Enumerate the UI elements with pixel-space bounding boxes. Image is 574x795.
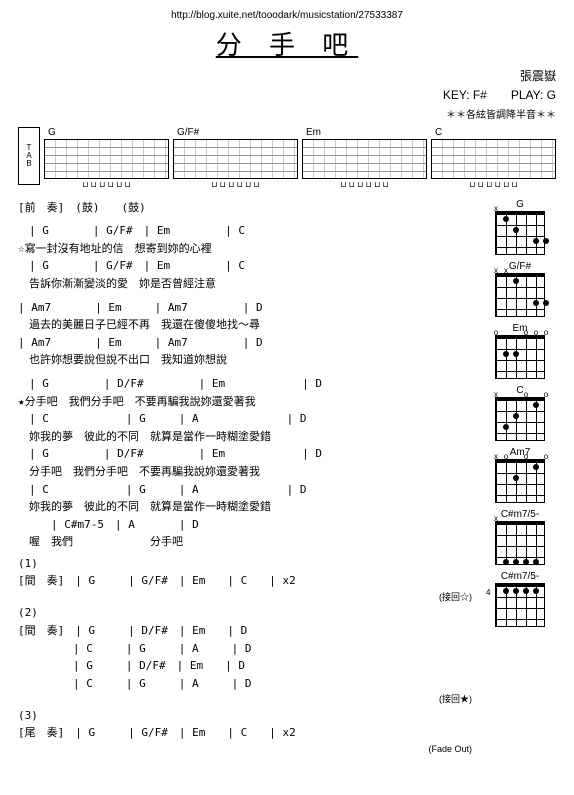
tab-lines: [44, 139, 169, 179]
interlude-num: (1): [18, 555, 472, 573]
chord-line: | G | D/F# | Em | D: [18, 375, 472, 393]
lyric-line: 妳我的夢 彼此的不同 就算是當作一時糊塗愛錯: [18, 498, 472, 516]
chord-diagram: C#m7/5- 4: [484, 571, 556, 627]
chord-diagrams: G x G/F# xx Em oooo C xoo Am7 xooo C#m7/5- x C…: [484, 199, 556, 757]
tab-notation: TAB G ⊔ ⊔ ⊔ ⊔ ⊔ ⊔ G/F# ⊔ ⊔ ⊔ ⊔ ⊔ ⊔ Em ⊔ …: [18, 127, 556, 189]
intro: [前 奏] (鼓) (鼓): [18, 199, 472, 217]
interlude-num: (2): [18, 604, 472, 622]
lyric-line: 喔 我們 分手吧: [18, 533, 472, 551]
chord-line: | G | G/F# | Em | C: [18, 257, 472, 275]
lyric-line: ☆寫一封沒有地址的信 想寄到妳的心裡: [18, 240, 472, 258]
lyric-line: ★分手吧 我們分手吧 不要再騙我說妳還愛著我: [18, 393, 472, 411]
chord-line: | G | D/F# | Em | D: [18, 445, 472, 463]
source-url: http://blog.xuite.net/tooodark/musicstat…: [18, 10, 556, 21]
fade-out: (Fade Out): [18, 742, 472, 756]
strum-pattern: ⊔ ⊔ ⊔ ⊔ ⊔ ⊔: [302, 180, 427, 189]
chord-line: | G | G/F# | Em | C: [18, 222, 472, 240]
tab-chord-label: G/F#: [173, 127, 298, 138]
chord-diagram: Am7 xooo: [484, 447, 556, 503]
interlude-line: | C | G | A | D: [18, 640, 472, 658]
strum-pattern: ⊔ ⊔ ⊔ ⊔ ⊔ ⊔: [44, 180, 169, 189]
outro: [尾 奏] | G | G/F# | Em | C | x2: [18, 724, 472, 742]
song-title: 分 手 吧: [18, 25, 556, 62]
strum-pattern: ⊔ ⊔ ⊔ ⊔ ⊔ ⊔: [173, 180, 298, 189]
artist: 張震嶽: [18, 68, 556, 85]
lyric-line: 分手吧 我們分手吧 不要再騙我說妳還愛著我: [18, 463, 472, 481]
interlude1: [間 奏] | G | G/F# | Em | C | x2: [18, 572, 472, 590]
tab-chord-label: C: [431, 127, 556, 138]
tab-chord-label: G: [44, 127, 169, 138]
interlude-line: | G | D/F# | Em | D: [18, 657, 472, 675]
strum-pattern: ⊔ ⊔ ⊔ ⊔ ⊔ ⊔: [431, 180, 556, 189]
chord-line: | C#m7-5 | A | D: [18, 516, 472, 534]
lyrics-chords: [前 奏] (鼓) (鼓) | G | G/F# | Em | C☆寫一封沒有地…: [18, 199, 472, 757]
tab-chord-label: Em: [302, 127, 427, 138]
lyric-line: 過去的美麗日子已經不再 我還在傻傻地找～尋: [18, 316, 472, 334]
chord-diagram: C#m7/5- x: [484, 509, 556, 565]
chord-diagram: C xoo: [484, 385, 556, 441]
tuning-note: ＊＊各絃皆調降半音＊＊: [18, 106, 556, 121]
tab-lines: [173, 139, 298, 179]
lyric-line: 妳我的夢 彼此的不同 就算是當作一時糊塗愛錯: [18, 428, 472, 446]
chord-diagram: G x: [484, 199, 556, 255]
chord-name: C#m7/5-: [484, 571, 556, 582]
tab-lines: [302, 139, 427, 179]
tab-clef: TAB: [18, 127, 40, 185]
back-marker: (接回☆): [18, 590, 472, 604]
chord-line: | C | G | A | D: [18, 410, 472, 428]
chord-line: | Am7 | Em | Am7 | D: [18, 334, 472, 352]
chord-line: | C | G | A | D: [18, 481, 472, 499]
chord-line: | Am7 | Em | Am7 | D: [18, 299, 472, 317]
lyric-line: 告訴你漸漸變淡的愛 妳是否曾經注意: [18, 275, 472, 293]
back-marker: (接回★): [18, 692, 472, 706]
outro-num: (3): [18, 707, 472, 725]
chord-diagram: G/F# xx: [484, 261, 556, 317]
interlude-line: [間 奏] | G | D/F# | Em | D: [18, 622, 472, 640]
interlude-line: | C | G | A | D: [18, 675, 472, 693]
chord-diagram: Em oooo: [484, 323, 556, 379]
key-play: KEY: F# PLAY: G: [18, 87, 556, 104]
tab-lines: [431, 139, 556, 179]
lyric-line: 也許妳想要說但說不出口 我知道妳想說: [18, 351, 472, 369]
